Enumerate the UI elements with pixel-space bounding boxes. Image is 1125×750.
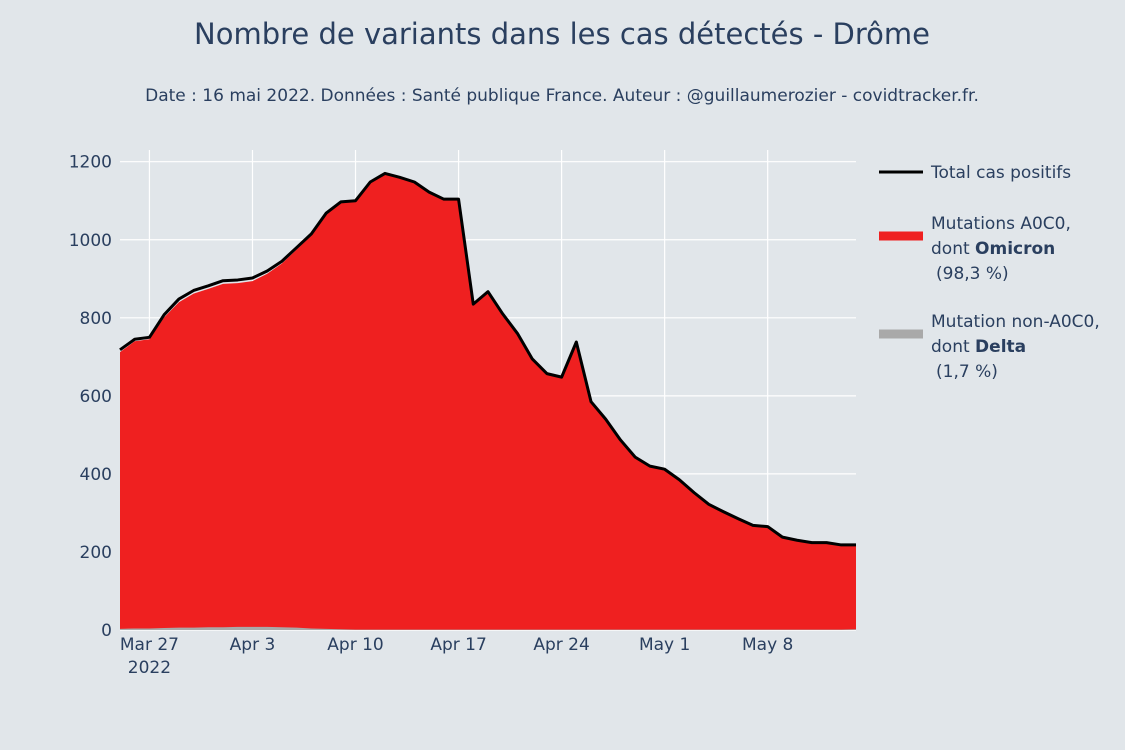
y-tick-label: 1000 — [69, 231, 112, 251]
y-tick-label: 0 — [101, 621, 112, 641]
x-tick-label: May 1 — [639, 635, 690, 655]
legend: Total cas positifs Mutations A0C0, dont Om… — [879, 163, 1100, 382]
legend-total-label: Total cas positifs — [930, 163, 1071, 183]
y-axis: 0 200 400 600 800 1000 1200 — [69, 153, 112, 641]
y-tick-label: 400 — [80, 465, 112, 485]
y-tick-label: 1200 — [69, 153, 112, 173]
x-tick-sublabel: 2022 — [128, 658, 171, 678]
y-tick-label: 200 — [80, 543, 112, 563]
series-total-line — [119, 171, 856, 547]
plot-area — [119, 171, 856, 630]
legend-delta-line1: Mutation non-A0C0, — [931, 312, 1100, 332]
legend-omicron-line3: (98,3 %) — [936, 264, 1009, 284]
x-tick-label: Apr 3 — [230, 635, 276, 655]
chart-title: Nombre de variants dans les cas détectés… — [194, 17, 930, 51]
legend-omicron-line1: Mutations A0C0, — [931, 214, 1071, 234]
x-axis: Mar 27 2022 Apr 3 Apr 10 Apr 17 Apr 24 May 1 Ma… — [120, 635, 793, 678]
y-tick-label: 800 — [80, 309, 112, 329]
x-tick-label: Apr 10 — [327, 635, 383, 655]
legend-delta-line3: (1,7 %) — [936, 362, 998, 382]
y-tick-label: 600 — [80, 387, 112, 407]
series-delta-area — [120, 626, 856, 630]
x-tick-label: Apr 24 — [533, 635, 589, 655]
legend-omicron-line2: dont Omicron — [931, 239, 1055, 259]
x-tick-label: Apr 17 — [430, 635, 486, 655]
legend-delta-line2: dont Delta — [931, 337, 1026, 357]
series-omicron-area — [120, 174, 856, 630]
x-tick-label: Mar 27 — [120, 635, 179, 655]
chart-subtitle: Date : 16 mai 2022. Données : Santé publ… — [145, 86, 979, 106]
x-tick-label: May 8 — [742, 635, 793, 655]
